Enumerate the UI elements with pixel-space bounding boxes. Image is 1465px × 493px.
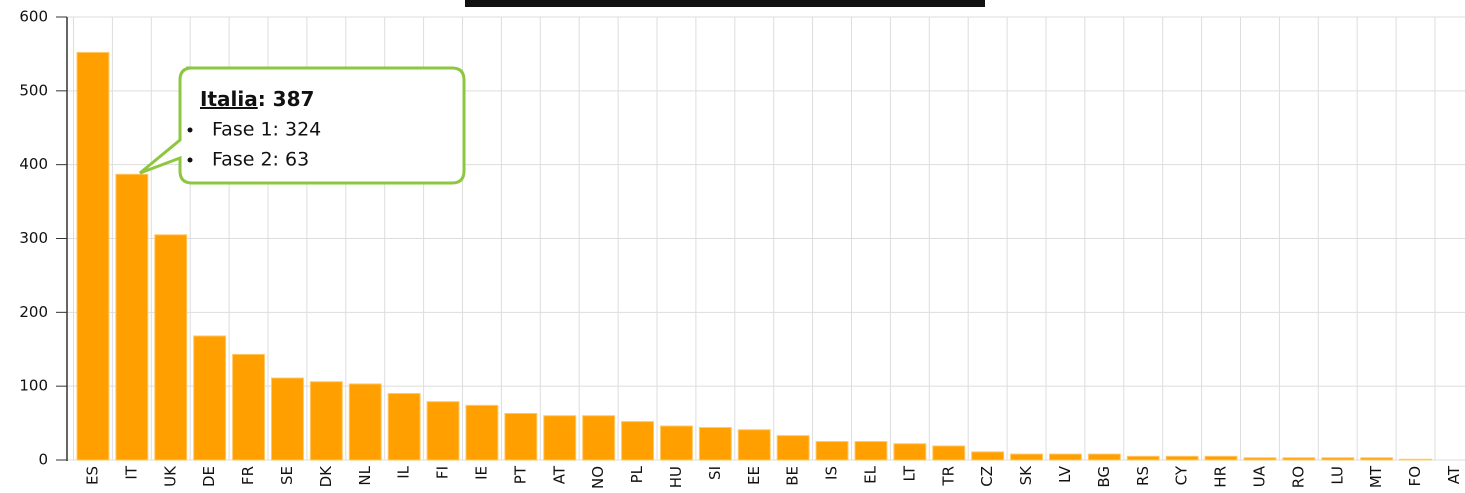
x-tick-label: UA bbox=[1250, 465, 1268, 487]
x-tick-label: LV bbox=[1056, 465, 1074, 483]
y-tick-label: 500 bbox=[19, 81, 48, 99]
bar bbox=[815, 441, 849, 461]
bar bbox=[1087, 453, 1121, 461]
x-tick-label: AT bbox=[550, 465, 568, 484]
x-tick-label: NL bbox=[356, 465, 374, 485]
bar bbox=[1360, 457, 1394, 461]
bar bbox=[426, 401, 460, 461]
bar bbox=[621, 421, 654, 461]
bar bbox=[582, 415, 616, 461]
bar bbox=[387, 393, 421, 461]
bar bbox=[115, 173, 149, 461]
bar bbox=[698, 427, 732, 461]
bar bbox=[1049, 453, 1082, 461]
bar bbox=[971, 451, 1005, 461]
bar bbox=[348, 383, 382, 461]
x-tick-label: LU bbox=[1328, 466, 1346, 485]
x-tick-label: HU bbox=[667, 466, 685, 488]
bullet bbox=[187, 127, 193, 133]
bar bbox=[309, 381, 343, 461]
callout: Italia: 387 Fase 1: 324 Fase 2: 63 bbox=[139, 66, 466, 185]
bar bbox=[1165, 455, 1199, 461]
bar bbox=[543, 415, 577, 461]
bar bbox=[1243, 457, 1277, 461]
x-tick-label: UK bbox=[161, 465, 179, 487]
x-tick-label: IS bbox=[823, 466, 841, 480]
bar bbox=[154, 234, 188, 461]
x-tick-label: HR bbox=[1212, 466, 1230, 488]
bar bbox=[893, 443, 927, 461]
x-tick-label: DE bbox=[200, 466, 218, 487]
bar bbox=[1126, 455, 1160, 461]
x-tick-label: IT bbox=[122, 465, 140, 479]
bars bbox=[76, 51, 1432, 461]
x-tick-label: EL bbox=[861, 465, 879, 483]
labels: 0 100 200 300 400 500 600 ES IT UK DE FR SE DK NL IL FI I… bbox=[19, 8, 1463, 490]
callout-link: Italia bbox=[200, 87, 258, 111]
y-tick-label: 0 bbox=[38, 451, 48, 469]
bar bbox=[1399, 458, 1432, 461]
x-tick-label: SI bbox=[706, 466, 724, 480]
y-tick-label: 300 bbox=[19, 229, 48, 247]
x-tick-label: MT bbox=[1367, 465, 1385, 488]
callout-item: Fase 2: 63 bbox=[212, 149, 309, 171]
x-tick-label: TR bbox=[939, 466, 957, 487]
y-tick-label: 200 bbox=[19, 303, 48, 321]
bar bbox=[776, 435, 810, 461]
bar bbox=[1010, 453, 1043, 461]
x-tick-label: CY bbox=[1173, 465, 1191, 485]
x-tick-label: RS bbox=[1134, 466, 1152, 486]
x-tick-label: ES bbox=[83, 466, 101, 485]
bar bbox=[465, 404, 499, 461]
bullet bbox=[187, 157, 193, 163]
y-tick-label: 100 bbox=[19, 377, 48, 395]
callout-title: Italia: 387 bbox=[200, 87, 314, 111]
bar bbox=[76, 51, 110, 461]
x-tick-label: LT bbox=[900, 465, 918, 481]
y-tick-label: 400 bbox=[19, 155, 48, 173]
x-tick-label: FR bbox=[239, 466, 257, 485]
callout-box bbox=[139, 66, 466, 185]
y-tick-label: 600 bbox=[19, 8, 48, 26]
x-tick-label: BG bbox=[1095, 466, 1113, 488]
x-tick-label: AT bbox=[1445, 465, 1463, 484]
bar bbox=[504, 412, 538, 461]
x-tick-label: DK bbox=[317, 465, 335, 488]
bar bbox=[271, 377, 304, 461]
x-tick-label: SK bbox=[1017, 465, 1035, 486]
x-tick-label: FI bbox=[434, 466, 452, 479]
x-tick-label: BE bbox=[784, 466, 802, 486]
x-tick-label: EE bbox=[745, 466, 763, 485]
bar bbox=[1204, 455, 1238, 461]
x-tick-label: CZ bbox=[978, 466, 996, 487]
x-tick-label: IL bbox=[395, 465, 413, 478]
bar bbox=[232, 353, 265, 461]
callout-item: Fase 1: 324 bbox=[212, 119, 321, 141]
bar bbox=[1282, 457, 1316, 461]
x-tick-label: SE bbox=[278, 466, 296, 485]
x-tick-label: PT bbox=[511, 465, 529, 484]
callout-total: : 387 bbox=[258, 87, 315, 111]
x-tick-label: IE bbox=[472, 466, 490, 480]
bar bbox=[932, 445, 966, 461]
title-bar bbox=[465, 0, 985, 7]
bar bbox=[737, 429, 771, 461]
x-tick-label: RO bbox=[1289, 466, 1307, 488]
x-tick-label: FO bbox=[1406, 466, 1424, 486]
x-tick-label: NO bbox=[589, 466, 607, 489]
bar bbox=[1321, 457, 1355, 461]
x-tick-label: PL bbox=[628, 465, 646, 483]
bar bbox=[854, 441, 888, 461]
bar bbox=[660, 425, 693, 461]
bar bbox=[193, 335, 227, 461]
